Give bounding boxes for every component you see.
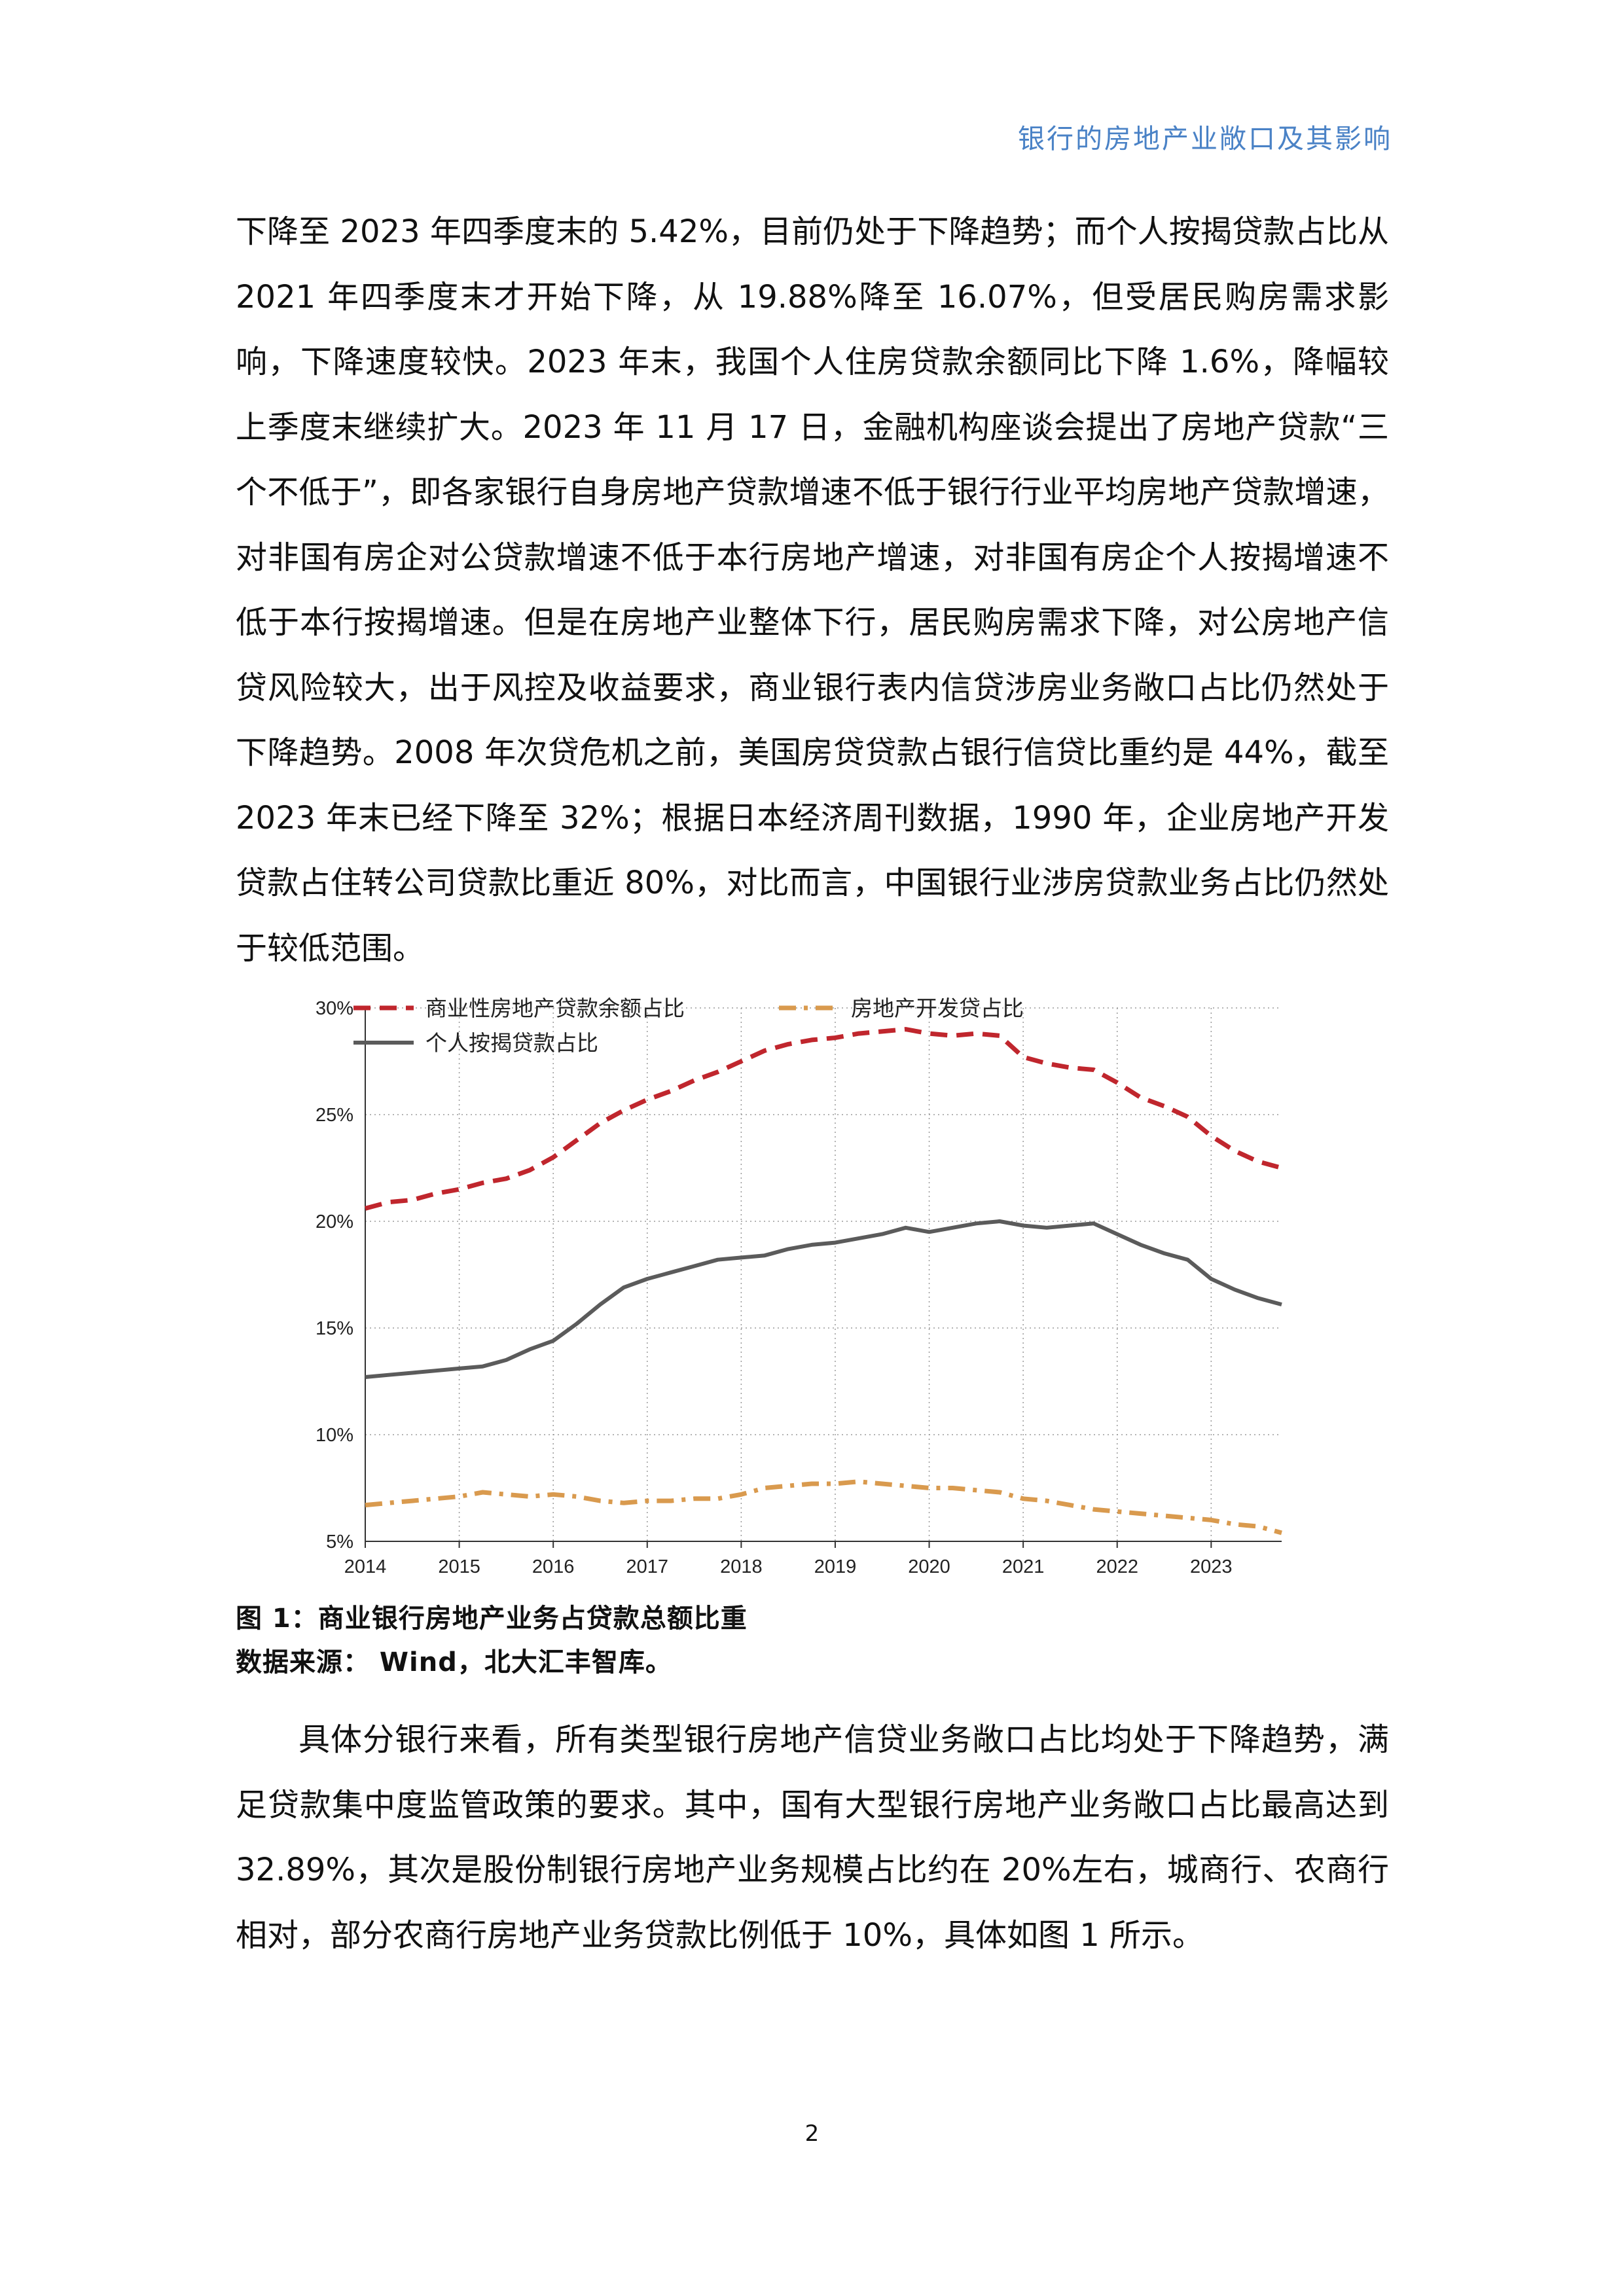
running-header: 银行的房地产业敞口及其影响 (1018, 123, 1392, 154)
series (365, 1027, 1282, 1535)
chart-svg: 30% 25% 20% 15% 10% 5% 2014 2015 2016 2017 2018 201… (316, 996, 1282, 1577)
x-tick-label: 2016 (532, 1556, 575, 1577)
x-tick-label: 2020 (908, 1556, 950, 1577)
y-tick-label: 25% (316, 1105, 353, 1126)
figure-caption: 图 1：商业银行房地产业务占贷款总额比重 (236, 1604, 748, 1634)
x-tick-label: 2021 (1002, 1556, 1045, 1577)
legend-label: 个人按揭贷款占比 (425, 1030, 598, 1056)
x-tick-label: 2022 (1096, 1556, 1138, 1577)
figure-source: 数据来源： Wind，北大汇丰智库。 (236, 1647, 672, 1677)
y-tick-label: 30% (316, 998, 353, 1019)
series-line-1 (365, 1027, 1282, 1211)
line-chart: 30% 25% 20% 15% 10% 5% 2014 2015 2016 2017 2018 201… (295, 978, 1303, 1590)
y-tick-label: 5% (326, 1532, 353, 1552)
paragraph: 具体分银行来看，所有类型银行房地产信贷业务敞口占比均处于下降趋势，满足贷款集中度… (236, 1721, 1389, 1954)
axes: 30% 25% 20% 15% 10% 5% 2014 2015 2016 2017 2018 201… (316, 998, 1282, 1577)
x-tick-label: 2018 (720, 1556, 763, 1577)
grid (365, 1007, 1282, 1542)
legend-label: 房地产开发贷占比 (851, 996, 1024, 1021)
x-tick-label: 2014 (344, 1556, 387, 1577)
paragraph: 下降至 2023 年四季度末的 5.42%，目前仍处于下降趋势；而个人按揭贷款占… (236, 213, 1389, 967)
x-tick-label: 2015 (438, 1556, 480, 1577)
x-tick-label: 2017 (626, 1556, 669, 1577)
legend-label: 商业性房地产贷款余额占比 (425, 996, 685, 1021)
y-tick-label: 10% (316, 1425, 353, 1446)
series-line-2 (365, 1479, 1282, 1535)
x-tick-label: 2023 (1190, 1556, 1233, 1577)
y-tick-label: 20% (316, 1211, 353, 1232)
y-tick-label: 15% (316, 1318, 353, 1339)
x-tick-label: 2019 (814, 1556, 857, 1577)
page-number: 2 (804, 2121, 820, 2147)
series-line-3 (365, 1219, 1282, 1379)
